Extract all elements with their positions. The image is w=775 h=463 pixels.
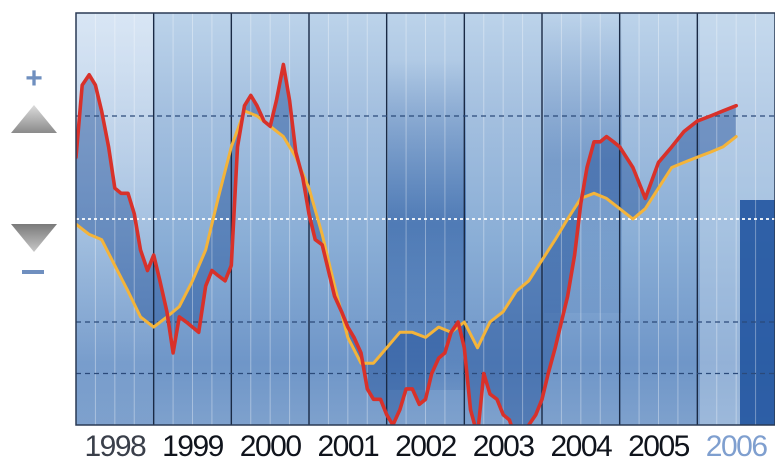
year-label: 2003	[473, 430, 535, 463]
plot-frame	[75, 12, 775, 426]
year-label: 2002	[395, 430, 457, 463]
plus-sign: +	[25, 62, 43, 95]
down-triangle-icon	[11, 224, 57, 252]
year-label: 2005	[628, 430, 690, 463]
year-label: 2001	[317, 430, 379, 463]
year-label: 1999	[162, 430, 224, 463]
minus-sign	[22, 270, 44, 274]
year-label: 2004	[550, 430, 612, 463]
direction-indicator: +	[11, 62, 57, 274]
year-label: 2006	[706, 430, 768, 463]
up-triangle-icon	[11, 105, 57, 133]
series-line-yellow	[76, 109, 738, 365]
series-line-red	[76, 62, 739, 425]
year-label: 1998	[84, 430, 146, 463]
year-label: 2000	[240, 430, 302, 463]
